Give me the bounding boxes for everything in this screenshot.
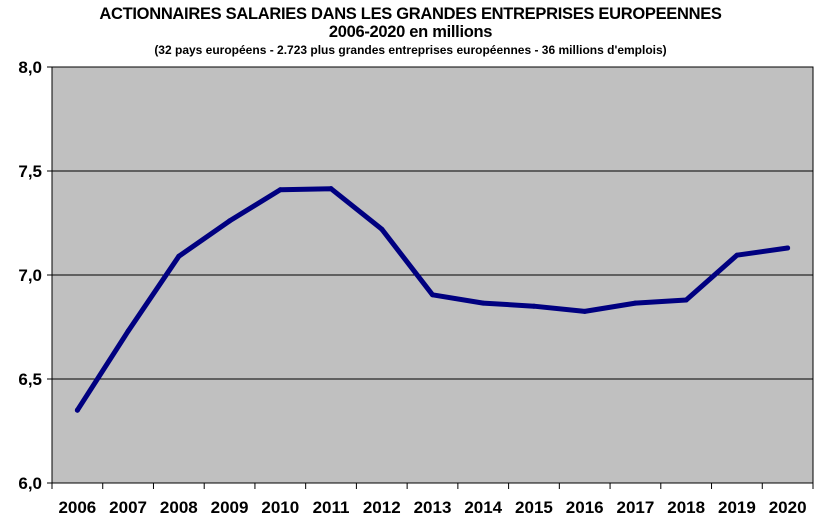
x-tick-label: 2019 (718, 498, 756, 517)
x-tick-label: 2006 (58, 498, 96, 517)
data-point (227, 218, 233, 224)
gridlines (52, 170, 813, 380)
x-tick-label: 2020 (769, 498, 807, 517)
data-point (176, 253, 182, 259)
data-point (328, 186, 334, 192)
data-point (430, 292, 435, 298)
data-point (531, 303, 537, 309)
x-tick-label: 2016 (566, 498, 604, 517)
data-point (480, 300, 486, 306)
x-tick-label: 2008 (160, 498, 198, 517)
y-tick-label: 7,0 (18, 266, 42, 285)
chart-subtitle: 2006-2020 en millions (328, 23, 493, 41)
x-axis-ticks: 2006 2007 2008 2009 2010 2011 2012 2013 2014 2015… (51, 483, 814, 517)
x-tick-label: 2012 (363, 498, 401, 517)
x-tick-label: 2015 (515, 498, 553, 517)
data-point (734, 252, 740, 258)
data-point (582, 308, 588, 314)
data-point (785, 245, 791, 251)
y-axis-ticks: 6,0 6,5 7,0 7,5 8,0 (18, 58, 52, 493)
data-point (125, 328, 131, 334)
chart-title: ACTIONNAIRES SALARIES DANS LES GRANDES E… (99, 5, 722, 23)
chart-note: (32 pays européens - 2.723 plus grandes … (154, 43, 667, 57)
x-tick-label: 2011 (313, 498, 350, 517)
x-tick-label: 2010 (261, 498, 299, 517)
y-tick-label: 6,0 (18, 474, 42, 493)
data-point (74, 407, 80, 413)
x-tick-label: 2007 (109, 498, 147, 517)
data-point (683, 297, 689, 303)
x-tick-label: 2009 (211, 498, 249, 517)
x-tick-label: 2013 (414, 498, 452, 517)
series-group (74, 186, 791, 413)
data-point (277, 187, 283, 193)
y-tick-label: 8,0 (18, 58, 42, 77)
y-tick-label: 6,5 (18, 370, 42, 389)
x-tick-label: 2017 (617, 498, 655, 517)
data-point (632, 300, 638, 306)
data-point (379, 226, 385, 232)
x-tick-label: 2018 (667, 498, 705, 517)
x-tick-label: 2014 (464, 498, 502, 517)
y-tick-label: 7,5 (18, 162, 42, 181)
